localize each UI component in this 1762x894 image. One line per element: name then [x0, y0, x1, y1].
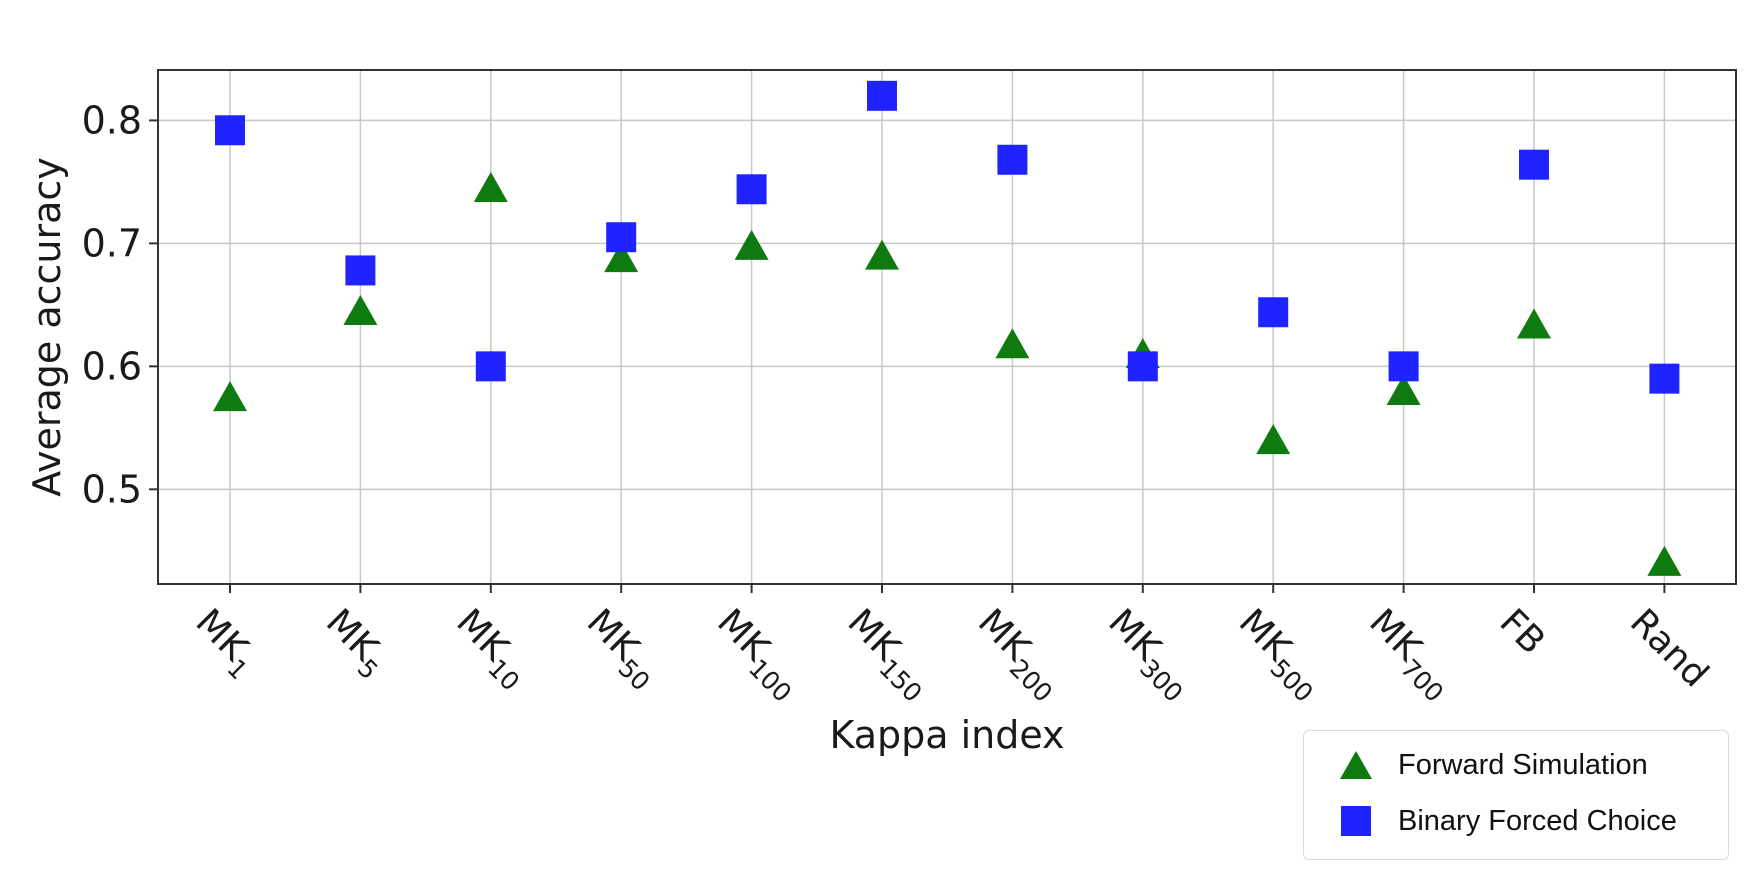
legend-label: Binary Forced Choice: [1398, 804, 1677, 837]
binary-forced-choice-point: [475, 351, 506, 382]
y-tick-label: 0.7: [82, 221, 142, 265]
forward-simulation-point: [1517, 308, 1551, 339]
binary-forced-choice-point: [1388, 351, 1419, 382]
legend-label: Forward Simulation: [1398, 748, 1648, 781]
x-tick-label: MK200: [965, 601, 1071, 707]
x-tick-label: MK500: [1226, 601, 1332, 707]
binary-forced-choice-point: [606, 222, 637, 253]
x-axis: MK1 MK5 MK10 MK50 MK100MK150MK200MK300MK500M…: [183, 584, 1716, 708]
forward-simulation-point: [604, 242, 639, 273]
forward-simulation-point: [734, 229, 769, 260]
binary-forced-choice-point: [1519, 149, 1549, 180]
forward-simulation-point: [473, 172, 508, 203]
x-tick-label: MK5: [313, 601, 397, 685]
x-tick-label: FB: [1492, 601, 1553, 662]
forward-simulation-point: [995, 328, 1030, 359]
binary-forced-choice-point: [997, 144, 1028, 175]
legend-item-forward-simulation: Forward Simulation: [1304, 740, 1648, 790]
square-marker-icon: [1326, 796, 1386, 846]
binary-forced-choice-point: [345, 255, 376, 286]
binary-forced-choice-point: [1258, 297, 1289, 328]
legend-item-binary-forced-choice: Binary Forced Choice: [1304, 796, 1677, 846]
binary-forced-choice-point: [1127, 351, 1158, 382]
plot-frame: [157, 69, 1737, 585]
x-tick-label: MK10: [443, 601, 538, 696]
x-tick-label: Rand: [1622, 601, 1716, 695]
binary-forced-choice-point: [867, 80, 897, 111]
forward-simulation-point: [343, 295, 378, 326]
x-tick-label: MK100: [704, 601, 810, 707]
grid-lines: [158, 70, 1736, 584]
forward-simulation-point: [1386, 374, 1421, 405]
binary-forced-choice-point: [1649, 363, 1680, 394]
forward-simulation-point: [213, 381, 247, 412]
data-markers: [213, 80, 1682, 576]
forward-simulation-point: [1647, 545, 1682, 576]
y-tick-label: 0.8: [82, 98, 142, 142]
y-tick-label: 0.6: [82, 344, 142, 388]
forward-simulation-point: [865, 239, 899, 270]
y-axis: 0.5 0.6 0.7 0.8: [82, 98, 158, 511]
x-tick-label: MK700: [1356, 601, 1462, 707]
x-tick-label: MK300: [1095, 601, 1201, 707]
x-tick-label: MK150: [835, 601, 941, 707]
triangle-marker-icon: [1326, 740, 1386, 790]
x-axis-title: Kappa index: [829, 713, 1064, 757]
x-tick-label: MK1: [183, 601, 267, 685]
x-tick-label: MK50: [574, 601, 669, 696]
legend: Forward Simulation Binary Forced Choice: [1303, 730, 1729, 860]
forward-simulation-point: [1256, 424, 1291, 455]
binary-forced-choice-point: [736, 174, 767, 205]
y-tick-label: 0.5: [82, 467, 142, 511]
binary-forced-choice-point: [215, 115, 245, 146]
y-axis-title: Average accuracy: [25, 157, 69, 497]
